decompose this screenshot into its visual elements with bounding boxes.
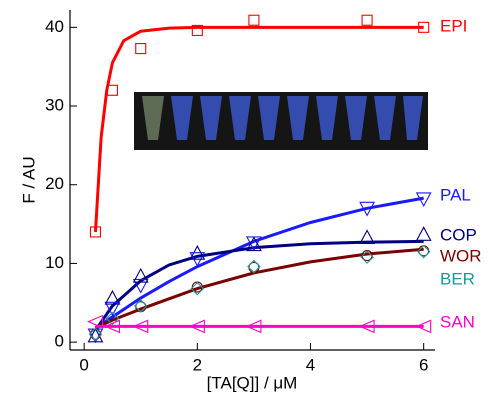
marker (190, 281, 205, 296)
y-tick-label: 0 (55, 332, 64, 351)
marker (87, 327, 104, 343)
y-tick-label: 40 (45, 17, 64, 36)
x-tick-label: 4 (306, 355, 315, 374)
marker (248, 14, 260, 26)
y-axis-label: F / AU (19, 156, 38, 203)
marker (359, 201, 376, 217)
marker (132, 319, 149, 334)
x-axis-label: [TA[Q]] / μM (207, 373, 298, 392)
x-tick-label: 6 (419, 355, 428, 374)
marker (247, 259, 261, 274)
marker (89, 226, 102, 238)
marker (416, 244, 431, 259)
x-tick-label: 0 (79, 355, 88, 374)
marker (245, 236, 262, 252)
marker (245, 319, 262, 334)
marker (135, 43, 147, 55)
marker (359, 229, 376, 245)
marker (415, 319, 432, 334)
marker (104, 319, 120, 334)
marker (133, 299, 148, 313)
legend-label: COP (440, 225, 477, 244)
marker (191, 24, 203, 37)
marker (132, 278, 149, 294)
marker (89, 328, 102, 340)
y-tick-label: 30 (45, 96, 64, 115)
fit-line (94, 239, 424, 332)
legend-label: BER (440, 269, 475, 288)
marker (418, 21, 430, 33)
marker (358, 319, 375, 334)
marker (415, 226, 432, 241)
marker (104, 289, 121, 305)
legend-label: EPI (440, 16, 467, 35)
marker (88, 327, 103, 342)
legend-label: PAL (440, 185, 471, 204)
marker (361, 14, 373, 26)
fit-line (94, 247, 424, 330)
legend-label: SAN (440, 312, 475, 331)
marker (360, 250, 374, 264)
marker (87, 314, 104, 329)
marker (188, 319, 205, 334)
marker (104, 301, 121, 317)
y-tick-label: 20 (45, 174, 64, 193)
x-tick-label: 2 (193, 355, 202, 374)
legend-label: WOR (440, 246, 482, 265)
y-tick-label: 10 (45, 253, 64, 272)
marker (189, 245, 206, 260)
inset-photo (134, 92, 428, 150)
marker (132, 267, 149, 283)
marker (105, 311, 120, 326)
marker (106, 84, 118, 96)
marker (415, 192, 432, 208)
fit-line (93, 25, 424, 233)
